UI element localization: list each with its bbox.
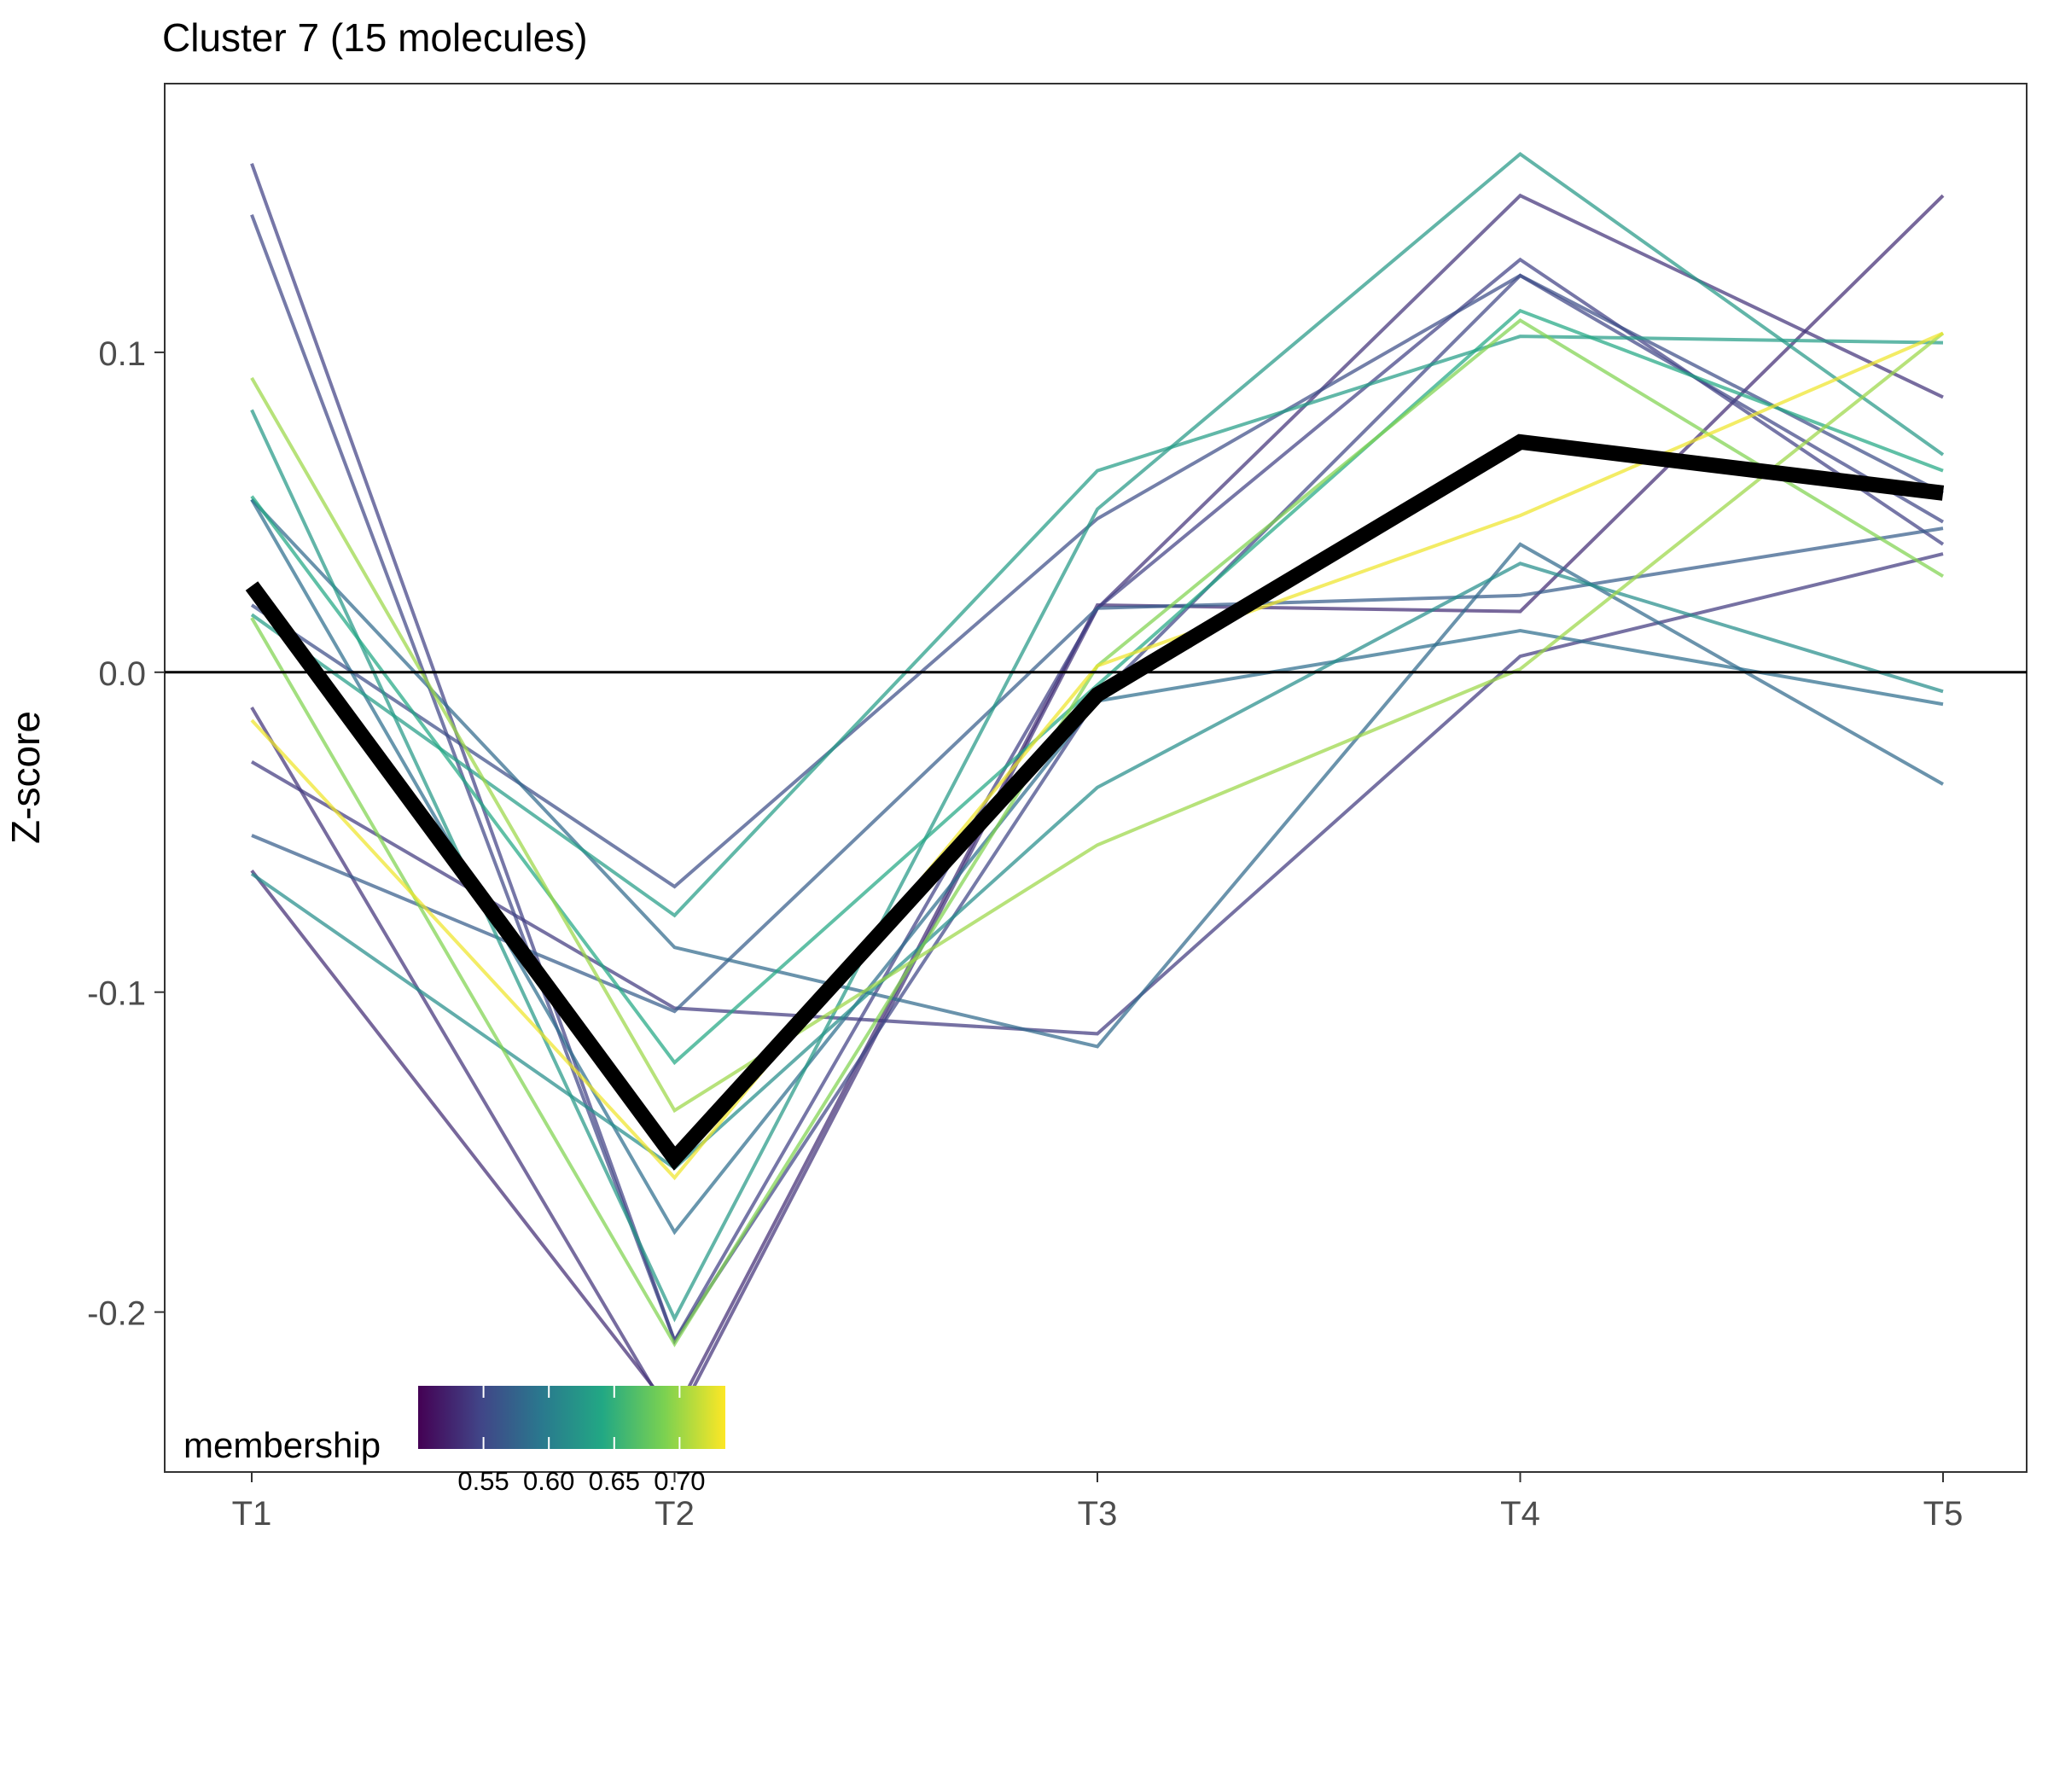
series-line-3 (250, 552, 1944, 1036)
series-layer (250, 151, 1945, 1428)
x-tick-label: T2 (655, 1495, 695, 1533)
series-line-8 (250, 497, 1944, 1049)
series-line-10 (250, 561, 1944, 1171)
series-line-15 (250, 331, 1945, 1114)
legend: membership 0.55 0.60 0.65 0.70 (183, 1386, 725, 1496)
legend-colorbar (418, 1386, 725, 1449)
series-line-7 (251, 527, 1944, 1014)
series-line-6 (250, 273, 1944, 889)
x-tick-label: T4 (1500, 1495, 1540, 1533)
x-tick-label: T3 (1078, 1495, 1118, 1533)
legend-title: membership (183, 1425, 381, 1465)
series-line-11 (250, 151, 1945, 1323)
y-tick-label: -0.2 (87, 1295, 146, 1333)
y-tick-label: -0.1 (87, 975, 146, 1013)
legend-ticks: 0.55 0.60 0.65 0.70 (457, 1386, 706, 1496)
series-line-1 (250, 194, 1945, 1418)
x-axis: T1 T2 T3 T4 T5 (232, 1472, 1964, 1533)
y-tick-label: 0.0 (98, 655, 146, 693)
y-axis-label: Z-score (3, 711, 48, 844)
legend-tick-label: 0.60 (523, 1466, 574, 1496)
plot-panel (164, 83, 2028, 1473)
legend-tick-label: 0.65 (589, 1466, 640, 1496)
centroid-line (245, 433, 1945, 1171)
x-tick-label: T5 (1923, 1495, 1964, 1533)
chart-title: Cluster 7 (15 molecules) (162, 15, 588, 60)
legend-tick-label: 0.55 (457, 1466, 509, 1496)
x-tick-label: T1 (232, 1495, 272, 1533)
y-tick-label: 0.1 (98, 335, 146, 373)
series-line-12 (250, 335, 1944, 918)
y-axis: -0.2 -0.1 0.0 0.1 (87, 335, 165, 1333)
series-line-13 (250, 308, 1944, 1066)
legend-tick-label: 0.70 (654, 1466, 705, 1496)
